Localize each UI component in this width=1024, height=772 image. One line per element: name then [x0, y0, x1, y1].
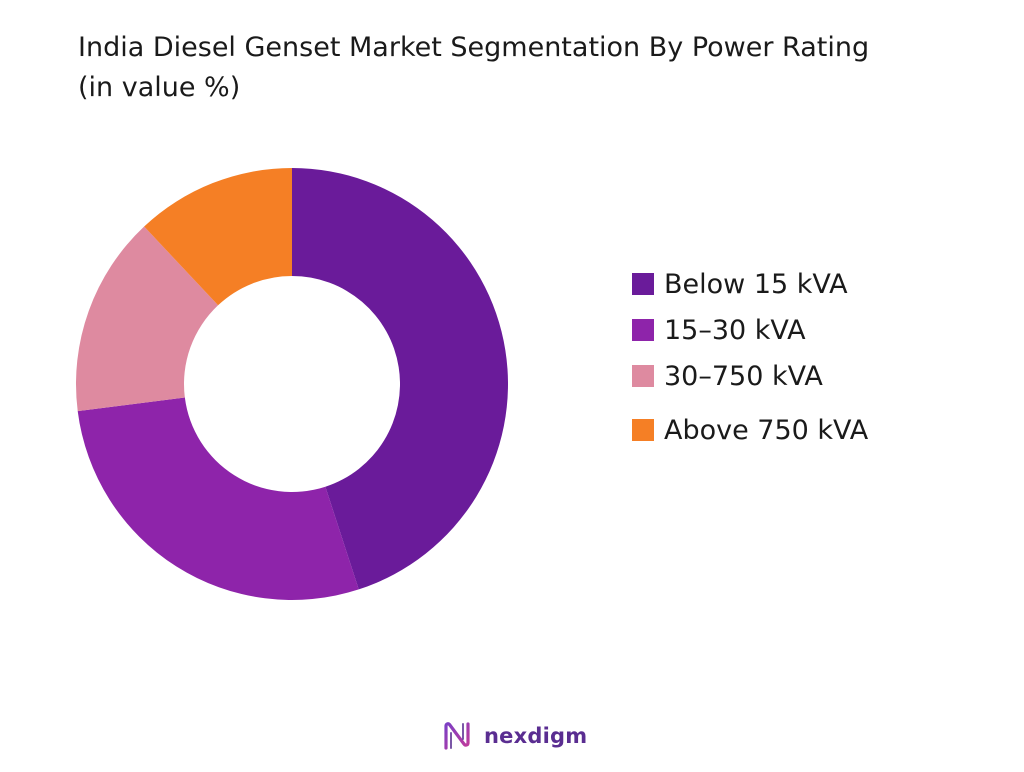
legend-swatch-above-750-kva [632, 419, 654, 441]
chart-title: India Diesel Genset Market Segmentation … [78, 28, 998, 108]
legend-label-30-750-kva: 30–750 kVA [664, 360, 823, 392]
brand-logo: nexdigm [440, 716, 587, 756]
legend-item-30-750-kva: 30–750 kVA [632, 358, 823, 394]
chart-title-line-1: India Diesel Genset Market Segmentation … [78, 32, 870, 63]
donut-slice-below-15-kva [292, 168, 509, 590]
donut-slice-15-30-kva [77, 397, 359, 601]
legend-label-15-30-kva: 15–30 kVA [664, 314, 806, 346]
chart-title-line-2: (in value %) [78, 72, 241, 103]
donut-slice-30-750-kva [76, 226, 219, 412]
donut-slices [76, 168, 509, 601]
legend-swatch-below-15-kva [632, 273, 654, 295]
nexdigm-logo-icon [444, 722, 470, 750]
legend-swatch-30-750-kva [632, 365, 654, 387]
legend-label-above-750-kva: Above 750 kVA [664, 414, 869, 446]
legend-swatch-15-30-kva [632, 319, 654, 341]
donut-slice-above-750-kva [144, 168, 292, 306]
brand-name: nexdigm [484, 724, 588, 748]
legend-label-below-15-kva: Below 15 kVA [664, 268, 848, 300]
legend-item-15-30-kva: 15–30 kVA [632, 312, 806, 348]
legend-item-below-15-kva: Below 15 kVA [632, 266, 848, 302]
legend-item-above-750-kva: Above 750 kVA [632, 412, 868, 448]
